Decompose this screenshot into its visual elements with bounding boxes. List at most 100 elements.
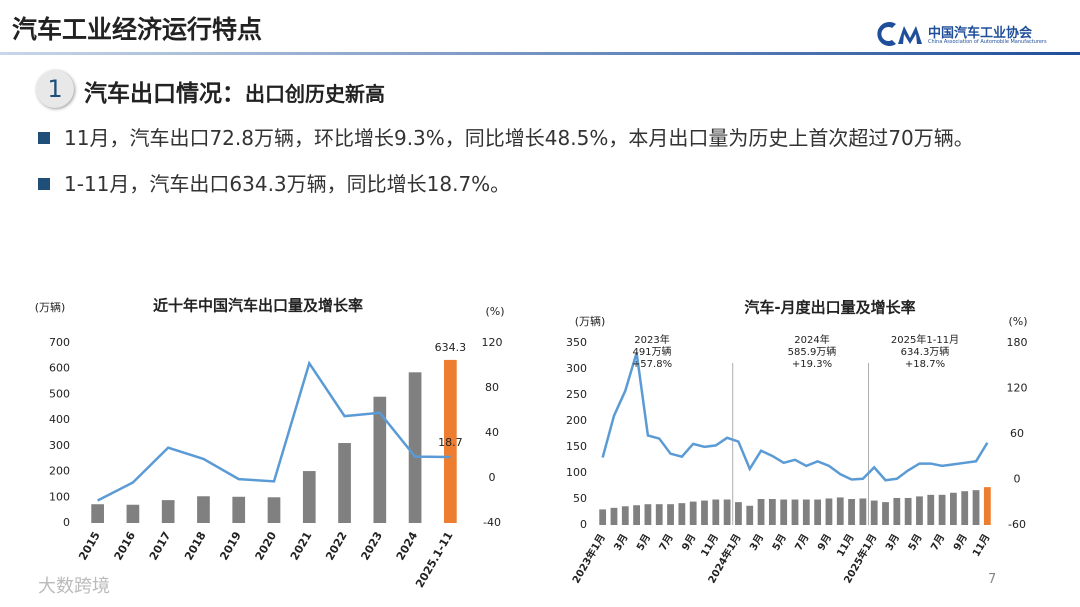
- bar: [712, 499, 720, 525]
- bar: [848, 499, 855, 525]
- y-tick-label: 700: [49, 336, 70, 349]
- section-number: 1: [36, 70, 74, 108]
- annotation: 2025年1-11月: [891, 333, 959, 346]
- y-tick-label: 250: [566, 388, 587, 401]
- bar: [161, 500, 175, 523]
- annotation: 491万辆: [632, 345, 671, 358]
- y-axis-label: (万辆): [35, 300, 66, 314]
- x-tick-label: 2023: [358, 530, 385, 563]
- annotation: +18.7%: [905, 359, 945, 370]
- bar: [950, 492, 957, 525]
- annotation: 634.3万辆: [901, 345, 950, 358]
- bar: [904, 497, 912, 525]
- bar: [678, 503, 686, 525]
- y-tick-label: 200: [566, 414, 587, 427]
- x-tick-label: 9月: [815, 532, 834, 553]
- x-tick-label: 2025.1-11: [413, 530, 455, 590]
- y-tick-label: 500: [49, 387, 70, 400]
- bullet-list: 11月，汽车出口72.8万辆，环比增长9.3%，同比增长48.5%，本月出口量为…: [38, 122, 1048, 200]
- y2-tick-label: 40: [485, 426, 499, 439]
- slide-title: 汽车工业经济运行特点: [12, 15, 263, 44]
- bar: [644, 504, 652, 525]
- x-tick-label: 11月: [699, 532, 721, 559]
- bar: [735, 502, 742, 525]
- annotation: 2023年: [634, 333, 669, 346]
- y2-tick-label: 120: [1007, 382, 1028, 395]
- x-tick-label: 5月: [906, 532, 925, 553]
- x-tick-label: 3月: [747, 532, 766, 553]
- x-tick-label: 2015: [76, 530, 103, 563]
- bullet: 11月，汽车出口72.8万辆，环比增长9.3%，同比增长48.5%，本月出口量为…: [38, 122, 1048, 154]
- bar: [825, 498, 833, 525]
- section-title-text: 汽车出口情况：: [84, 81, 245, 107]
- bar: [633, 505, 640, 525]
- x-tick-label: 3月: [612, 532, 631, 553]
- data-label: 18.7: [438, 436, 463, 449]
- logo-subtext: China Association of Automobile Manufact…: [928, 39, 1047, 45]
- y-tick-label: 100: [566, 466, 587, 479]
- annotation: 585.9万辆: [788, 345, 837, 358]
- y-tick-label: 0: [580, 518, 587, 531]
- x-tick-label: 2018: [182, 530, 209, 563]
- bar: [667, 504, 674, 525]
- annotation: +19.3%: [792, 359, 832, 370]
- annotation: +57.8%: [632, 359, 672, 370]
- bullet: 1-11月，汽车出口634.3万辆，同比增长18.7%。: [38, 168, 1048, 200]
- bar: [444, 359, 457, 523]
- y-tick-label: 300: [49, 439, 70, 452]
- page-number: 7: [988, 572, 997, 587]
- y2-tick-label: 180: [1007, 336, 1028, 349]
- bar: [126, 504, 140, 523]
- y-tick-label: 300: [566, 362, 587, 375]
- annotation: 2024年: [794, 333, 829, 346]
- bar: [927, 494, 935, 525]
- y-tick-label: 50: [573, 492, 587, 505]
- x-tick-label: 2022: [323, 530, 350, 563]
- x-tick-label: 2019: [217, 530, 244, 563]
- y-tick-label: 600: [49, 362, 70, 375]
- logo-mark: [877, 22, 922, 46]
- bar: [882, 502, 889, 525]
- x-tick-label: 11月: [970, 532, 992, 559]
- header-rule: [0, 52, 1080, 55]
- y2-tick-label: 120: [482, 336, 503, 349]
- bar: [267, 497, 281, 523]
- bar: [689, 501, 697, 525]
- x-tick-label: 2016: [112, 529, 139, 562]
- bar: [621, 506, 629, 525]
- y-tick-label: 200: [49, 465, 70, 478]
- y2-tick-label: -40: [483, 516, 501, 529]
- line: [97, 360, 451, 502]
- y-tick-label: 150: [566, 440, 587, 453]
- bar: [780, 499, 788, 525]
- bar: [610, 507, 618, 525]
- bar: [870, 500, 878, 525]
- bar: [859, 498, 867, 525]
- bar: [302, 471, 316, 523]
- y-tick-label: 400: [49, 413, 70, 426]
- x-tick-label: 7月: [928, 532, 947, 553]
- x-tick-label: 7月: [793, 532, 812, 553]
- bar: [599, 509, 607, 525]
- x-tick-label: 9月: [679, 532, 698, 553]
- bar: [197, 496, 210, 523]
- bar: [746, 505, 754, 525]
- bullet-text: 1-11月，汽车出口634.3万辆，同比增长18.7%。: [64, 172, 511, 196]
- chart-title: 近十年中国汽车出口量及增长率: [153, 297, 363, 315]
- y2-tick-label: 80: [485, 381, 499, 394]
- bar: [916, 496, 923, 525]
- y-tick-label: 0: [63, 516, 70, 529]
- bar: [338, 443, 351, 523]
- y2-tick-label: 0: [1014, 473, 1021, 486]
- bar: [373, 396, 387, 523]
- x-tick-label: 5月: [770, 532, 789, 553]
- bar: [701, 500, 708, 525]
- bar: [836, 497, 844, 525]
- x-tick-label: 5月: [634, 532, 653, 553]
- chart-title: 汽车-月度出口量及增长率: [744, 299, 915, 317]
- bar: [961, 491, 969, 525]
- bar: [655, 504, 663, 525]
- section-subtitle: 出口创历史新高: [245, 82, 385, 106]
- y2-axis-label: (%): [485, 305, 504, 318]
- x-tick-label: 9月: [951, 532, 970, 553]
